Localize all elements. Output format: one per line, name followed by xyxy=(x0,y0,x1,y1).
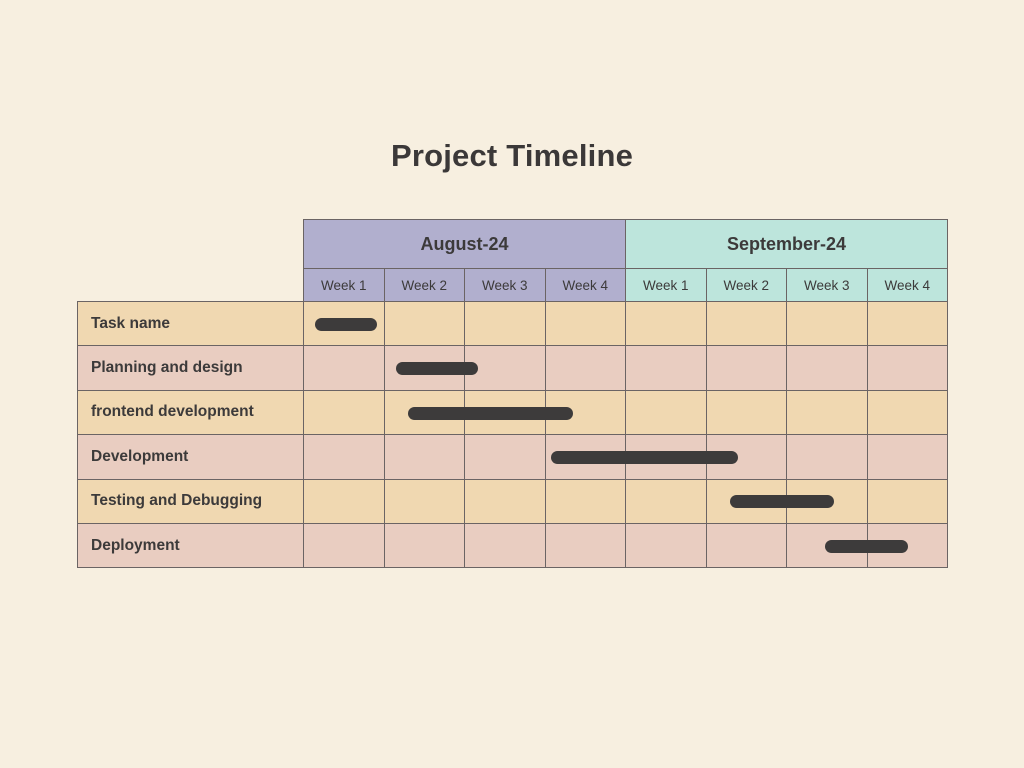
week-header: Week 4 xyxy=(866,268,948,302)
timeline-cell xyxy=(625,389,707,436)
week-header: Week 1 xyxy=(625,268,707,302)
timeline-cell xyxy=(625,301,707,347)
week-header: Week 3 xyxy=(786,268,868,302)
timeline-cell xyxy=(705,523,787,569)
timeline-cell xyxy=(464,434,546,480)
timeline-cell xyxy=(866,434,948,480)
task-bar xyxy=(315,317,378,331)
timeline-cell xyxy=(544,523,626,569)
week-header: Week 2 xyxy=(383,268,465,302)
month-header: September-24 xyxy=(625,219,948,269)
timeline-cell xyxy=(866,301,948,347)
timeline-cell xyxy=(705,301,787,347)
timeline-cell xyxy=(383,478,465,524)
task-name-cell: Development xyxy=(77,434,304,480)
timeline-cell xyxy=(786,345,868,391)
task-bar xyxy=(824,539,909,553)
timeline-cell xyxy=(786,434,868,480)
timeline-cell xyxy=(866,478,948,524)
week-header: Week 2 xyxy=(705,268,787,302)
timeline-cell xyxy=(383,523,465,569)
timeline-cell xyxy=(544,478,626,524)
week-header: Week 1 xyxy=(303,268,385,302)
task-bar xyxy=(407,406,573,420)
timeline-cell xyxy=(464,478,546,524)
timeline-cell xyxy=(544,345,626,391)
timeline-cell xyxy=(464,523,546,569)
task-name-cell: Planning and design xyxy=(77,345,304,391)
task-bar xyxy=(550,450,738,464)
month-header: August-24 xyxy=(303,219,626,269)
timeline-cell xyxy=(303,345,385,391)
timeline-cell xyxy=(303,434,385,480)
timeline-cell xyxy=(303,523,385,569)
timeline-cell xyxy=(544,301,626,347)
timeline-cell xyxy=(625,478,707,524)
timeline-cell xyxy=(705,345,787,391)
timeline-cell xyxy=(303,389,385,436)
timeline-cell xyxy=(786,301,868,347)
task-name-cell: frontend development xyxy=(77,389,304,436)
timeline-cell xyxy=(866,389,948,436)
timeline-cell xyxy=(464,301,546,347)
timeline-cell xyxy=(303,478,385,524)
timeline-cell xyxy=(705,389,787,436)
week-header: Week 3 xyxy=(464,268,546,302)
task-name-cell: Deployment xyxy=(77,523,304,569)
task-bar xyxy=(729,495,835,509)
timeline-cell xyxy=(625,345,707,391)
timeline-cell xyxy=(625,523,707,569)
timeline-cell xyxy=(383,434,465,480)
timeline-cell xyxy=(786,389,868,436)
task-bar xyxy=(395,362,479,376)
chart-title: Project Timeline xyxy=(390,138,634,173)
timeline-cell xyxy=(383,301,465,347)
week-header: Week 4 xyxy=(544,268,626,302)
timeline-cell xyxy=(866,345,948,391)
task-name-cell: Testing and Debugging xyxy=(77,478,304,524)
task-name-cell: Task name xyxy=(77,301,304,347)
